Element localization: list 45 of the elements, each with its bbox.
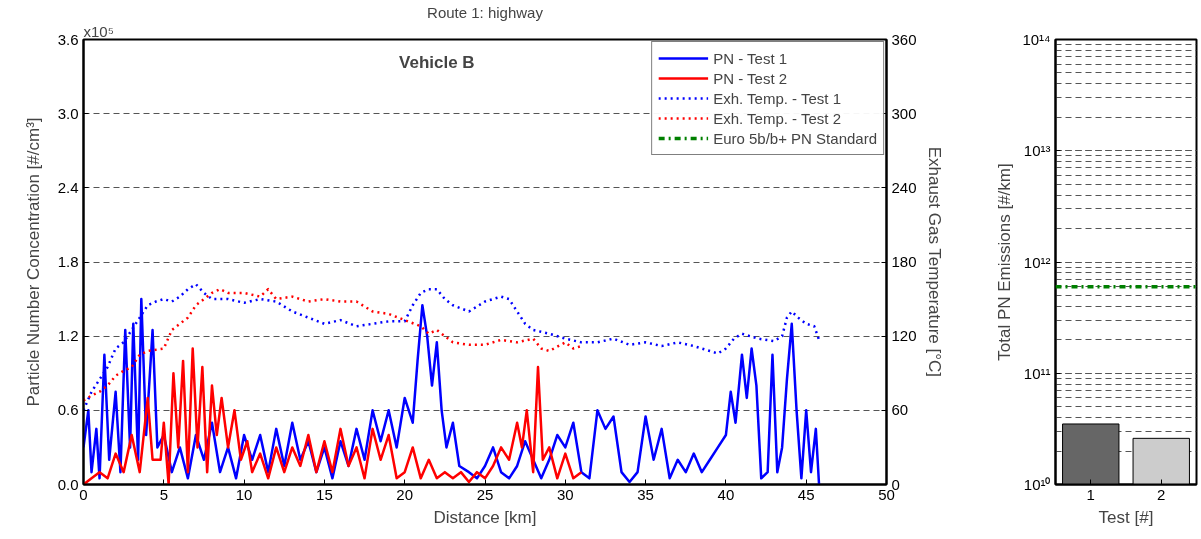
x-tick-label: 10 <box>235 485 253 503</box>
y2-tick-label: 300 <box>891 104 917 122</box>
x-tick-label: 20 <box>396 485 414 503</box>
y-tick-label: 0.6 <box>57 401 79 419</box>
line-series <box>83 347 583 485</box>
chart-title: Route 1: highway <box>427 3 544 21</box>
line-series <box>83 287 583 402</box>
legend-label: Exh. Temp. - Test 1 <box>713 88 841 108</box>
x-tick-label: 0 <box>79 485 88 503</box>
x-tick-label: 1 <box>1086 485 1095 503</box>
y2-tick-label: 240 <box>891 178 917 196</box>
annotation: Vehicle B <box>399 52 475 72</box>
y-tick-label: 10¹³ <box>1023 142 1051 160</box>
y-tick-label: 10¹² <box>1023 253 1051 271</box>
y2-tick-label: 60 <box>891 401 909 419</box>
y-tick-label: 1.2 <box>57 327 79 345</box>
legend-label: PN - Test 2 <box>713 68 788 88</box>
x-axis-title: Distance [km] <box>433 507 537 527</box>
y-axis-title: Total PN Emissions [#/km] <box>995 163 1015 361</box>
y2-tick-label: 120 <box>891 327 917 345</box>
y2-tick-label: 180 <box>891 253 917 270</box>
y-tick-label: 3.0 <box>57 104 79 122</box>
x-tick-label: 40 <box>717 485 735 503</box>
legend-label: Exh. Temp. - Test 2 <box>713 108 841 128</box>
x-tick-label: 35 <box>637 485 654 503</box>
y2-tick-label: 360 <box>891 30 917 48</box>
x-tick-label: 45 <box>797 485 815 503</box>
x-tick-label: 2 <box>1157 485 1166 503</box>
y-axis-title: Particle Number Concentration [#/cm³] <box>23 117 43 407</box>
y-tick-label: 10¹¹ <box>1023 364 1051 382</box>
y-tick-label: 0.0 <box>57 475 79 493</box>
x-tick-label: 25 <box>476 485 494 503</box>
y2-axis-title: Exhaust Gas Temperature [°C] <box>924 146 944 378</box>
y-tick-label: 3.6 <box>57 30 79 48</box>
legend-label: Euro 5b/b+ PN Standard <box>713 128 877 148</box>
annotation: x10⁵ <box>83 22 114 40</box>
y-tick-label: 10¹⁴ <box>1022 31 1051 48</box>
y-tick-label: 1.8 <box>57 253 79 270</box>
y-tick-label: 10¹⁰ <box>1023 476 1051 493</box>
x-tick-label: 5 <box>159 485 168 503</box>
y-tick-label: 2.4 <box>57 178 79 196</box>
x-tick-label: 15 <box>316 485 333 503</box>
x-axis-title: Test [#] <box>1098 507 1154 527</box>
legend-label: PN - Test 1 <box>713 48 788 68</box>
x-tick-label: 30 <box>556 485 574 503</box>
